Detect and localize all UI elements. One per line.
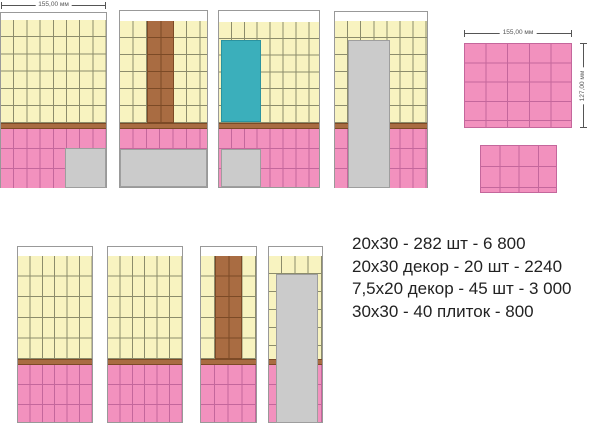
dimension-tick (571, 30, 572, 37)
summary-line-4: 30x30 - 40 плиток - 800 (352, 301, 534, 321)
wall-panel-3 (218, 10, 320, 188)
decor-border-strip (201, 359, 256, 365)
summary-line-3: 7,5x20 декор - 45 шт - 3 000 (352, 279, 572, 298)
base-tiles-area (120, 129, 207, 149)
door-opening (276, 274, 318, 423)
base-tile-sheet-large (464, 43, 572, 128)
wall-tiles-area (108, 256, 182, 359)
dimension-tick (105, 2, 106, 9)
panel-height-dimension-label: 127,00 мм (579, 67, 587, 104)
dimension-tick (464, 30, 465, 37)
decor-border-strip (18, 359, 92, 365)
dimension-tick (1, 2, 2, 9)
summary-line-1: 20x30 - 282 шт - 6 800 (352, 234, 526, 253)
wall-width-dimension: 155,00 мм (1, 1, 106, 9)
base-tiles-area (18, 365, 92, 422)
opening-area (221, 149, 261, 187)
tile-summary: 20x30 - 282 шт - 6 800 20x30 декор - 20 … (352, 233, 572, 323)
base-tiles-area (108, 365, 182, 422)
base-tile-sheet-small (480, 145, 557, 193)
decor-stripe (147, 21, 174, 123)
decor-border-strip (108, 359, 182, 365)
wall-panel-6 (107, 246, 183, 423)
wall-panel-5 (17, 246, 93, 423)
door-opening (348, 40, 390, 188)
dimension-tick (580, 43, 587, 44)
wall-panel-7 (200, 246, 257, 423)
wall-width-dimension-label: 155,00 мм (35, 1, 72, 9)
decor-border-strip (120, 123, 207, 129)
decor-border-strip (219, 123, 319, 129)
wall-panel-1 (0, 12, 107, 188)
wall-panel-4 (334, 11, 428, 188)
wall-tiles-area (18, 256, 92, 359)
decor-stripe (215, 256, 242, 359)
opening-area (65, 148, 106, 188)
panel-width-dimension: 155,00 мм (464, 29, 572, 37)
base-tiles-area (201, 365, 256, 422)
decor-border-strip (1, 123, 106, 129)
wall-panel-8 (268, 246, 323, 423)
accent-panel (221, 40, 261, 122)
wall-panel-2 (119, 10, 208, 188)
dimension-tick (580, 127, 587, 128)
summary-line-2: 20x30 декор - 20 шт - 2240 (352, 256, 563, 276)
panel-width-dimension-label: 155,00 мм (499, 29, 537, 37)
panel-height-dimension: 127,00 мм (577, 43, 589, 128)
opening-area (120, 149, 207, 187)
wall-tiles-area (1, 20, 106, 123)
